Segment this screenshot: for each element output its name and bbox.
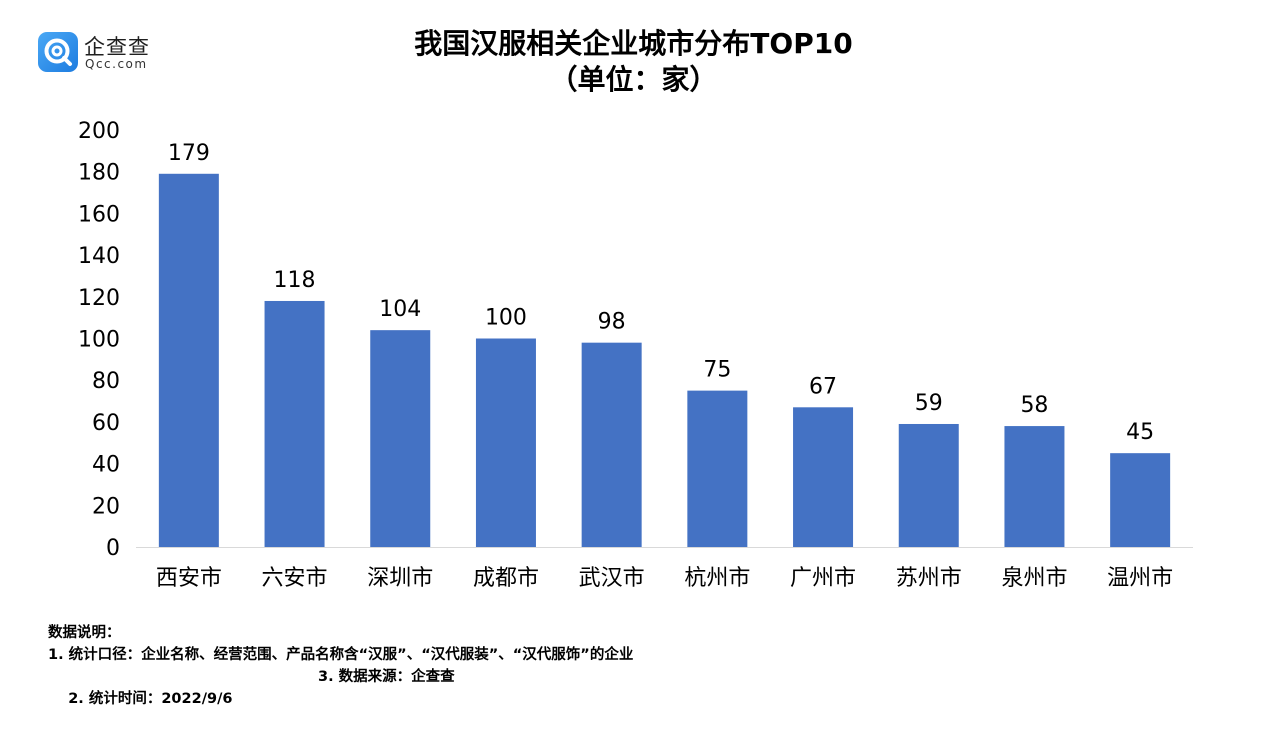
logo-name: 企查查 xyxy=(84,35,150,59)
x-tick-label: 泉州市 xyxy=(1001,566,1067,591)
x-tick-label: 成都市 xyxy=(473,566,539,591)
bar xyxy=(793,407,854,547)
bar xyxy=(475,338,536,547)
data-label: 58 xyxy=(1020,393,1048,418)
y-tick-label: 200 xyxy=(78,119,120,144)
chart-title-block: 我国汉服相关企业城市分布TOP10 （单位：家） xyxy=(0,26,1267,98)
notes-source: 3. 数据来源：企查查 xyxy=(318,669,455,685)
y-tick-label: 180 xyxy=(78,161,120,186)
bar xyxy=(687,390,748,547)
bar-chart: 0 20 40 60 80 100 120 140 160 180 200 179 西安市 118 六安市 1… xyxy=(78,119,1193,591)
bar xyxy=(1004,426,1065,547)
notes-time: 2. 统计时间：2022/9/6 xyxy=(68,691,233,707)
x-tick-label: 温州市 xyxy=(1107,566,1173,591)
notes-heading: 数据说明： xyxy=(48,625,121,641)
data-label: 118 xyxy=(274,268,316,293)
y-tick-label: 80 xyxy=(92,369,120,394)
notes-scope: 1. 统计口径：企业名称、经营范围、产品名称含“汉服”、“汉代服装”、“汉代服饰… xyxy=(48,647,634,663)
x-tick-label: 广州市 xyxy=(790,566,856,591)
y-tick-label: 140 xyxy=(78,244,120,269)
x-tick-label: 武汉市 xyxy=(579,566,645,591)
data-label: 45 xyxy=(1126,420,1154,445)
bar xyxy=(581,342,642,547)
data-label: 75 xyxy=(703,358,731,383)
y-tick-label: 160 xyxy=(78,202,120,227)
bar xyxy=(158,173,219,547)
logo-domain: Qcc.com xyxy=(85,57,148,71)
data-label: 59 xyxy=(915,391,943,416)
y-tick-label: 0 xyxy=(106,536,120,561)
x-tick-label: 西安市 xyxy=(156,566,222,591)
data-label: 179 xyxy=(168,141,210,166)
data-label: 100 xyxy=(485,306,527,331)
data-label: 104 xyxy=(379,297,421,322)
bar xyxy=(898,423,959,547)
data-label: 98 xyxy=(598,310,626,335)
y-tick-label: 100 xyxy=(78,328,120,353)
x-tick-label: 杭州市 xyxy=(684,566,750,591)
bar xyxy=(264,300,325,547)
x-tick-label: 深圳市 xyxy=(367,566,433,591)
chart-subtitle: （单位：家） xyxy=(549,63,718,96)
magnifier-q-icon xyxy=(38,32,78,72)
x-tick-label: 苏州市 xyxy=(896,566,962,591)
data-label: 67 xyxy=(809,374,837,399)
y-tick-label: 120 xyxy=(78,286,120,311)
y-tick-label: 60 xyxy=(92,411,120,436)
bar xyxy=(370,330,431,547)
bar xyxy=(1110,453,1171,547)
y-tick-label: 20 xyxy=(92,494,120,519)
chart-title: 我国汉服相关企业城市分布TOP10 xyxy=(414,27,853,60)
x-tick-label: 六安市 xyxy=(262,566,328,591)
qcc-logo: 企查查 Qcc.com xyxy=(38,30,168,74)
y-tick-label: 40 xyxy=(92,453,120,478)
data-notes: 数据说明： 1. 统计口径：企业名称、经营范围、产品名称含“汉服”、“汉代服装”… xyxy=(48,622,633,754)
